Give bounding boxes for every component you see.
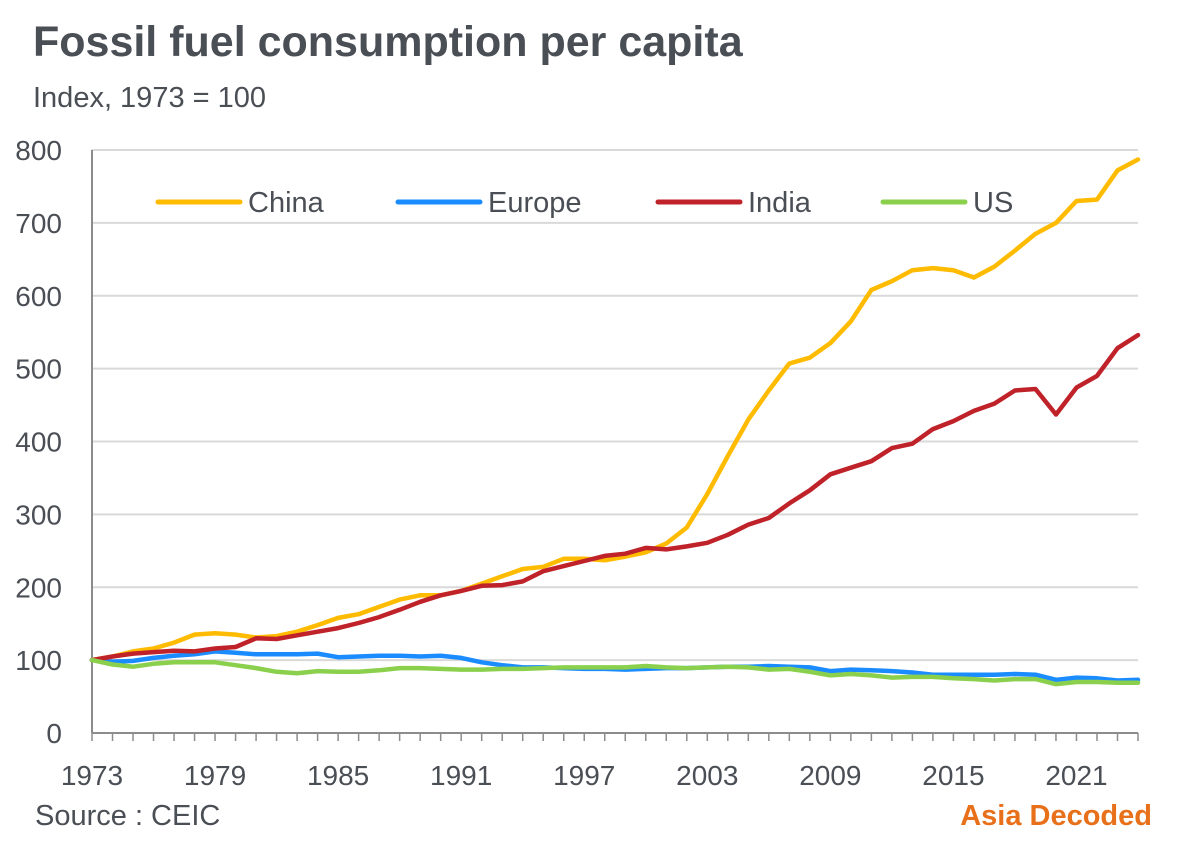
y-tick-label: 700 — [15, 208, 62, 239]
y-tick-label: 400 — [15, 427, 62, 458]
x-tick-label: 1985 — [307, 760, 369, 791]
y-tick-label: 500 — [15, 354, 62, 385]
x-axis-ticks: 1973 1979 1985 1991 1997 2003 2009 2015 2021 — [61, 760, 1108, 791]
x-tick-label: 1991 — [430, 760, 492, 791]
source-note: Source : CEIC — [35, 800, 221, 832]
y-tick-label: 0 — [46, 718, 62, 749]
y-tick-label: 800 — [15, 135, 62, 166]
x-tick-label: 2003 — [676, 760, 738, 791]
x-tick-label: 2015 — [922, 760, 984, 791]
x-tick-label: 1973 — [61, 760, 123, 791]
y-tick-label: 100 — [15, 645, 62, 676]
legend-label-china: China — [248, 187, 325, 219]
y-tick-label: 300 — [15, 499, 62, 530]
grid-lines — [92, 149, 1138, 662]
series-line-india — [89, 332, 1141, 663]
x-tick-label: 2021 — [1045, 760, 1107, 791]
chart-title: Fossil fuel consumption per capita — [33, 18, 743, 66]
x-tick-label: 1997 — [553, 760, 615, 791]
chart-subtitle: Index, 1973 = 100 — [33, 82, 267, 114]
legend-label-india: India — [748, 187, 812, 219]
x-tick-label: 2009 — [799, 760, 861, 791]
axes — [91, 150, 1139, 741]
series-line-us — [89, 657, 1141, 687]
legend-label-europe: Europe — [488, 187, 582, 219]
legend-label-us: US — [973, 187, 1013, 219]
series-lines — [89, 157, 1141, 687]
y-axis-ticks: 0 100 200 300 400 500 600 700 800 — [15, 135, 62, 749]
brand-label: Asia Decoded — [960, 800, 1152, 832]
x-tick-label: 1979 — [184, 760, 246, 791]
y-tick-label: 600 — [15, 281, 62, 312]
y-tick-label: 200 — [15, 572, 62, 603]
legend: China Europe India US — [155, 187, 1013, 219]
